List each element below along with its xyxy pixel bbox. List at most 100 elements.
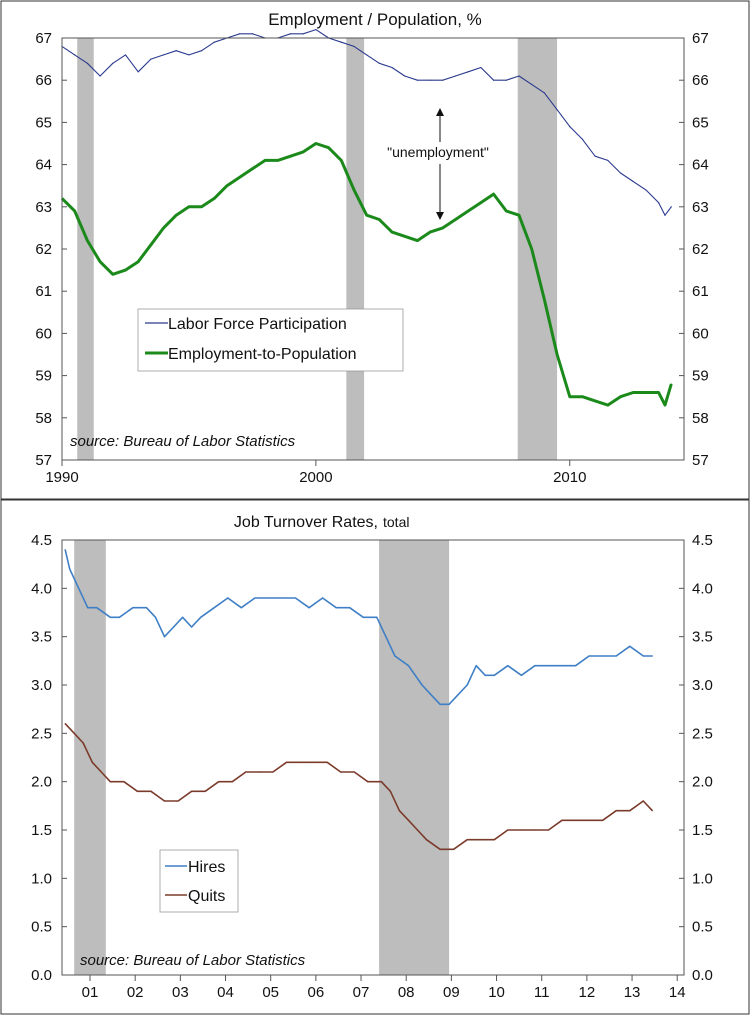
bottom-point-0-37 xyxy=(475,665,477,667)
bottom-ytick-label-left: 1.0 xyxy=(31,870,52,887)
bottom-point-1-15 xyxy=(245,771,247,773)
top-point-1-38 xyxy=(543,299,545,301)
bottom-ytick-label-left: 4.0 xyxy=(31,580,52,597)
top-point-0-7 xyxy=(150,58,152,60)
top-point-1-37 xyxy=(531,248,533,250)
bottom-point-0-27 xyxy=(376,616,378,618)
bottom-xtick-label: 02 xyxy=(127,984,144,1001)
bottom-point-0-38 xyxy=(484,674,486,676)
annotation-arrowhead-up xyxy=(436,108,444,116)
bottom-point-1-24 xyxy=(367,781,369,783)
top-point-1-23 xyxy=(353,189,355,191)
bottom-point-0-35 xyxy=(457,694,459,696)
bottom-point-0-34 xyxy=(448,703,450,705)
top-point-1-36 xyxy=(518,214,520,216)
top-ytick-label-left: 64 xyxy=(35,157,52,174)
top-point-1-49 xyxy=(670,383,672,385)
top-point-1-28 xyxy=(416,239,419,242)
bottom-point-1-18 xyxy=(285,761,288,763)
top-point-1-3 xyxy=(99,261,101,263)
bottom-point-0-8 xyxy=(145,607,148,609)
top-point-0-12 xyxy=(213,41,215,43)
top-point-0-43 xyxy=(607,159,609,161)
bottom-point-1-13 xyxy=(218,781,220,783)
top-point-0-25 xyxy=(378,62,380,64)
bottom-point-0-29 xyxy=(394,655,396,657)
bottom-recession-band-1 xyxy=(379,540,450,975)
top-point-1-42 xyxy=(594,400,596,402)
bottom-point-0-18 xyxy=(254,597,256,599)
top-xtick-label: 1990 xyxy=(45,469,78,486)
bottom-point-1-43 xyxy=(602,819,604,821)
bottom-point-1-42 xyxy=(588,819,590,821)
turnover-chart: Job Turnover Rates, total 0.0 0.0 0.5 0.5 1.… xyxy=(31,514,713,1001)
bottom-point-0-39 xyxy=(493,674,495,676)
employment-chart: Employment / Population, % 57 57 58 58 59 59 6… xyxy=(35,10,708,486)
top-point-1-48 xyxy=(664,404,666,406)
legend-label-labor-force: Labor Force Participation xyxy=(168,316,347,333)
bottom-point-1-19 xyxy=(299,761,301,763)
bottom-point-1-35 xyxy=(493,839,495,841)
bottom-ytick-label-left: 1.5 xyxy=(31,822,52,839)
bottom-ytick-label-right: 1.5 xyxy=(692,822,713,839)
bottom-point-0-16 xyxy=(227,597,229,599)
top-point-0-24 xyxy=(366,54,368,56)
top-point-1-43 xyxy=(607,404,609,406)
top-point-0-9 xyxy=(175,50,177,52)
top-ytick-label-right: 57 xyxy=(692,452,709,469)
bottom-point-0-26 xyxy=(362,616,364,618)
bottom-ytick-label-left: 2.5 xyxy=(31,725,52,742)
top-point-0-6 xyxy=(137,71,139,73)
top-point-0-14 xyxy=(239,33,241,35)
top-point-0-38 xyxy=(543,92,545,94)
top-point-1-45 xyxy=(632,391,634,394)
top-point-1-1 xyxy=(74,210,76,212)
top-point-1-6 xyxy=(137,261,139,263)
bottom-point-1-3 xyxy=(91,761,93,763)
top-point-1-20 xyxy=(315,142,317,145)
bottom-point-0-45 xyxy=(574,665,577,667)
bottom-point-1-5 xyxy=(109,781,111,783)
bottom-chart-title-suffix: total xyxy=(383,514,409,530)
top-ytick-label-left: 63 xyxy=(35,199,52,216)
bottom-point-1-2 xyxy=(82,742,84,744)
bottom-point-0-21 xyxy=(294,597,297,599)
bottom-point-0-41 xyxy=(520,674,522,676)
top-plot-area xyxy=(61,37,685,461)
top-point-0-10 xyxy=(188,54,190,56)
top-point-1-24 xyxy=(366,214,368,216)
bottom-point-0-4 xyxy=(96,607,98,609)
top-ytick-label-right: 65 xyxy=(692,114,709,131)
bottom-point-0-17 xyxy=(240,607,242,609)
bottom-xtick-label: 07 xyxy=(353,984,370,1001)
top-point-0-29 xyxy=(429,79,431,81)
top-point-0-40 xyxy=(569,126,571,128)
bottom-point-0-46 xyxy=(588,655,590,657)
bottom-point-0-48 xyxy=(615,655,617,657)
top-point-1-2 xyxy=(86,239,88,242)
top-point-1-34 xyxy=(492,193,495,195)
bottom-chart-title: Job Turnover Rates, xyxy=(234,514,378,531)
bottom-ytick-label-left: 2.0 xyxy=(31,774,52,791)
top-ytick-label-right: 58 xyxy=(692,410,709,427)
top-point-0-8 xyxy=(162,54,165,56)
bottom-point-0-51 xyxy=(651,655,653,657)
bottom-point-1-33 xyxy=(466,839,468,841)
bottom-point-0-47 xyxy=(602,655,604,657)
top-point-0-26 xyxy=(391,66,393,69)
top-point-0-18 xyxy=(289,33,292,35)
bottom-point-1-31 xyxy=(439,848,441,850)
top-point-0-35 xyxy=(505,79,507,81)
bottom-xtick-label: 08 xyxy=(398,984,415,1001)
unemployment-annotation: "unemployment" xyxy=(387,144,489,160)
bottom-point-1-20 xyxy=(313,761,315,763)
top-point-0-22 xyxy=(340,41,342,43)
top-recession-band-0 xyxy=(77,38,94,460)
top-point-1-26 xyxy=(391,231,393,233)
top-ytick-label-right: 61 xyxy=(692,283,709,300)
bottom-point-1-44 xyxy=(615,810,617,812)
top-ytick-label-right: 63 xyxy=(692,199,709,216)
top-point-1-4 xyxy=(112,273,114,275)
